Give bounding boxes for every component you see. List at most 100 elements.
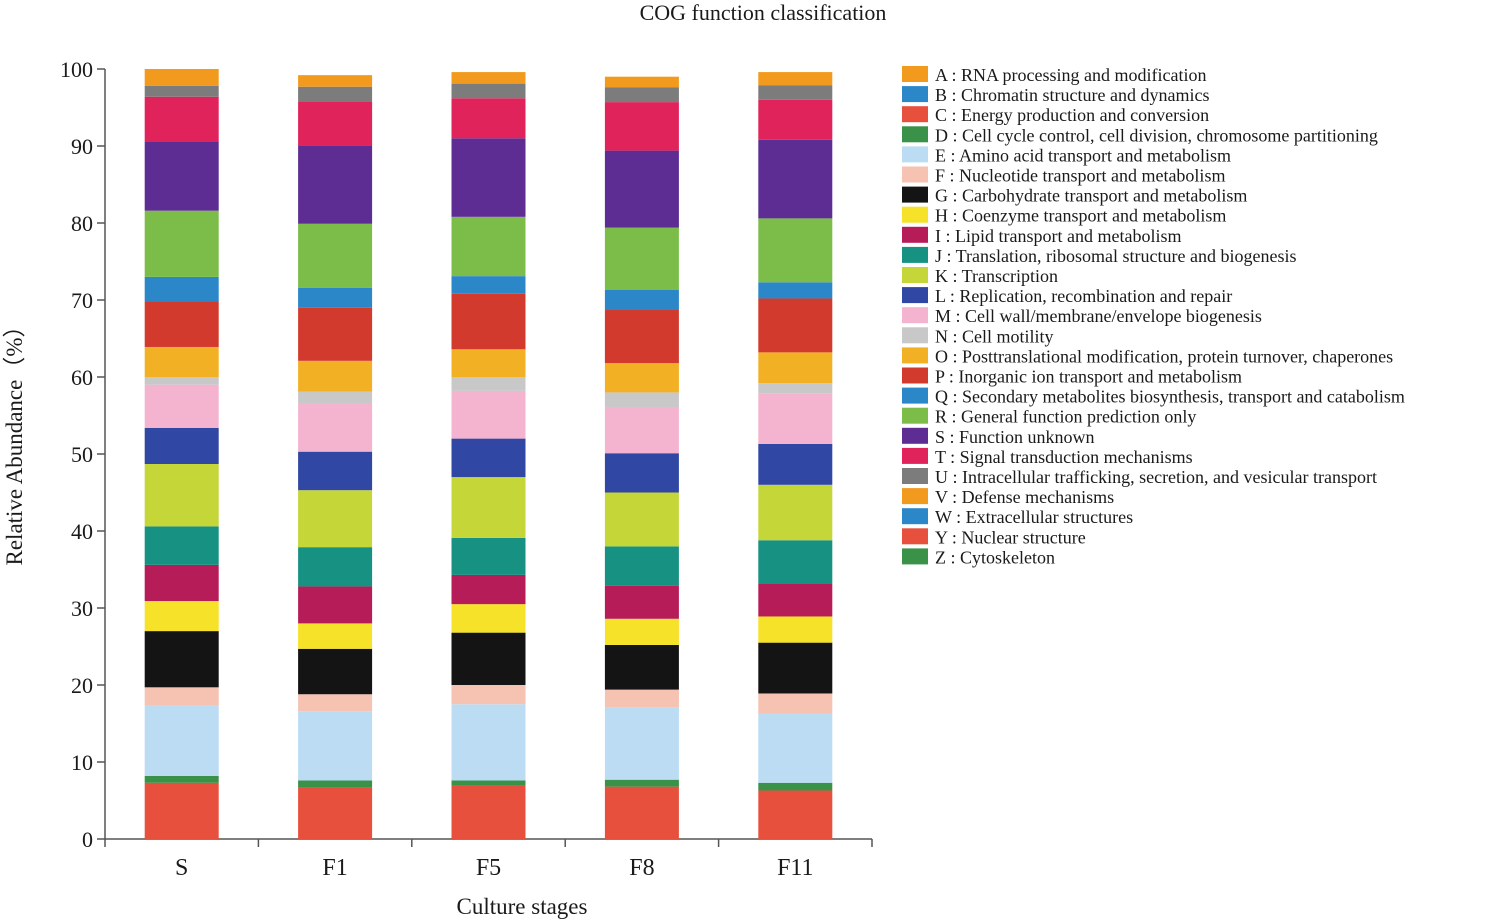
bar-segment-u-f8: [604, 87, 679, 103]
legend-label: O : Posttranslational modification, prot…: [935, 346, 1393, 366]
y-tick-label: 20: [71, 673, 93, 698]
legend-label: G : Carbohydrate transport and metabolis…: [935, 186, 1247, 206]
bar-segment-h-f5: [451, 604, 526, 633]
legend-swatch: [902, 488, 928, 505]
legend-label: V : Defense mechanisms: [935, 487, 1114, 507]
legend-item: Y : Nuclear structure: [902, 527, 1086, 547]
bar-segment-g-s: [144, 631, 219, 688]
legend-item: T : Signal transduction mechanisms: [902, 447, 1193, 467]
bar-segment-k-f11: [758, 484, 833, 541]
bar-segment-o-f11: [758, 352, 833, 384]
legend-item: B : Chromatin structure and dynamics: [902, 85, 1209, 105]
bar-segment-j-f5: [451, 537, 526, 575]
bar-segment-n-s: [144, 377, 219, 385]
legend-swatch: [902, 387, 928, 404]
bar-segment-z-f11: [758, 782, 833, 791]
bar-segment-r-s: [144, 210, 219, 277]
bar-segment-u-f11: [758, 85, 833, 100]
legend-item: D : Cell cycle control, cell division, c…: [902, 125, 1378, 145]
bar-segment-l-f5: [451, 438, 526, 478]
bar-stack-f11: [758, 72, 833, 839]
bar-segment-y-f5: [451, 785, 526, 839]
bar-segment-f-f5: [451, 685, 526, 705]
bar-segment-v-f11: [758, 72, 833, 86]
bar-segment-j-f1: [298, 547, 373, 587]
bar-segment-n-f8: [604, 392, 679, 408]
bar-stack-f1: [298, 75, 373, 839]
bar-segment-m-f8: [604, 407, 679, 454]
y-axis-title: Relative Abundance（%）: [2, 314, 27, 565]
bar-segment-s-f1: [298, 145, 373, 224]
bar-segment-p-f8: [604, 310, 679, 364]
bar-segment-f-f8: [604, 689, 679, 708]
legend-item: N : Cell motility: [902, 326, 1054, 346]
legend-swatch: [902, 307, 928, 324]
bar-segment-s-s: [144, 141, 219, 211]
legend-label: N : Cell motility: [935, 326, 1054, 346]
legend-swatch: [902, 407, 928, 424]
bar-segment-z-f8: [604, 779, 679, 787]
bar-segment-s-f5: [451, 138, 526, 217]
bar-segment-t-f11: [758, 99, 833, 140]
y-tick-label: 60: [71, 365, 93, 390]
bar-segment-p-f11: [758, 298, 833, 353]
bar-segment-q-s: [144, 276, 219, 302]
y-tick-label: 40: [71, 519, 93, 544]
legend-label: W : Extracellular structures: [935, 507, 1133, 527]
legend-swatch: [902, 106, 928, 123]
legend-item: U : Intracellular trafficking, secretion…: [902, 467, 1377, 487]
x-tick-label: F5: [476, 855, 501, 881]
bar-segment-k-f8: [604, 492, 679, 547]
legend-item: M : Cell wall/membrane/envelope biogenes…: [902, 306, 1262, 326]
legend-swatch: [902, 206, 928, 223]
bar-segment-i-f11: [758, 583, 833, 617]
chart-title: COG function classification: [640, 0, 887, 25]
bar-segment-r-f1: [298, 223, 373, 288]
bar-segment-e-s: [144, 705, 219, 776]
legend-item: V : Defense mechanisms: [902, 487, 1114, 507]
y-tick-label: 10: [71, 750, 93, 775]
bar-segment-n-f5: [451, 377, 526, 391]
bar-segment-k-s: [144, 464, 219, 527]
legend-item: L : Replication, recombination and repai…: [902, 286, 1232, 306]
legend-swatch: [902, 146, 928, 163]
bar-segment-z-s: [144, 775, 219, 783]
bar-segment-e-f1: [298, 711, 373, 781]
legend-swatch: [902, 327, 928, 344]
bar-segment-v-s: [144, 69, 219, 86]
bar-segment-y-f11: [758, 790, 833, 839]
legend-item: R : General function prediction only: [902, 407, 1196, 427]
x-tick-label: F11: [777, 855, 813, 881]
bar-segment-e-f11: [758, 713, 833, 783]
bar-segment-n-f1: [298, 391, 373, 404]
legend-item: S : Function unknown: [902, 427, 1095, 447]
legend-swatch: [902, 508, 928, 525]
bar-segment-r-f11: [758, 218, 833, 283]
bar-segment-o-f8: [604, 363, 679, 393]
bar-segment-v-f5: [451, 72, 526, 84]
legend-label: T : Signal transduction mechanisms: [935, 447, 1193, 467]
bar-segment-q-f1: [298, 287, 373, 308]
bar-segment-i-f5: [451, 574, 526, 605]
bar-segment-t-s: [144, 96, 219, 142]
legend-swatch: [902, 367, 928, 384]
legend-label: J : Translation, ribosomal structure and…: [935, 246, 1296, 266]
legend-swatch: [902, 126, 928, 143]
legend-label: Z : Cytoskeleton: [935, 547, 1055, 567]
bar-stack-f5: [451, 72, 526, 839]
y-tick-label: 50: [71, 442, 93, 467]
legend-label: Q : Secondary metabolites biosynthesis, …: [935, 387, 1405, 407]
bar-segment-n-f11: [758, 383, 833, 394]
legend-item: F : Nucleotide transport and metabolism: [902, 166, 1225, 186]
bar-segment-o-s: [144, 346, 219, 377]
x-tick-label: S: [175, 855, 188, 881]
legend-swatch: [902, 246, 928, 263]
legend-item: C : Energy production and conversion: [902, 105, 1209, 125]
bar-segment-u-f1: [298, 86, 373, 102]
bar-segment-t-f5: [451, 98, 526, 139]
legend-swatch: [902, 548, 928, 565]
legend-swatch: [902, 287, 928, 304]
legend-item: Z : Cytoskeleton: [902, 547, 1055, 567]
bar-segment-u-f5: [451, 83, 526, 99]
